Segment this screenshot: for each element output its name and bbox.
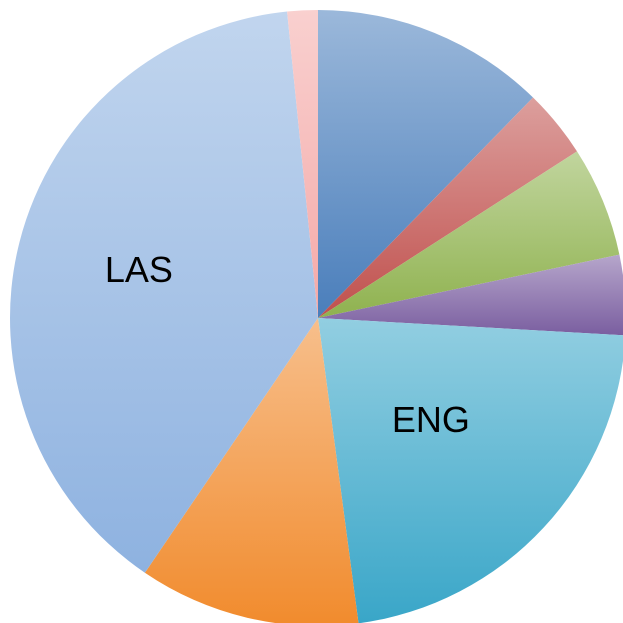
pie-slice — [318, 10, 534, 318]
pie-slice — [9, 11, 318, 573]
pie-slice — [318, 254, 623, 336]
slice-label: LAS — [105, 249, 173, 290]
pie-slice — [318, 151, 620, 318]
pie-slice — [318, 318, 623, 623]
pie-slice — [318, 97, 578, 318]
slice-label: ENG — [392, 399, 470, 440]
pie-slice — [287, 10, 318, 318]
pie-slice — [144, 318, 359, 623]
